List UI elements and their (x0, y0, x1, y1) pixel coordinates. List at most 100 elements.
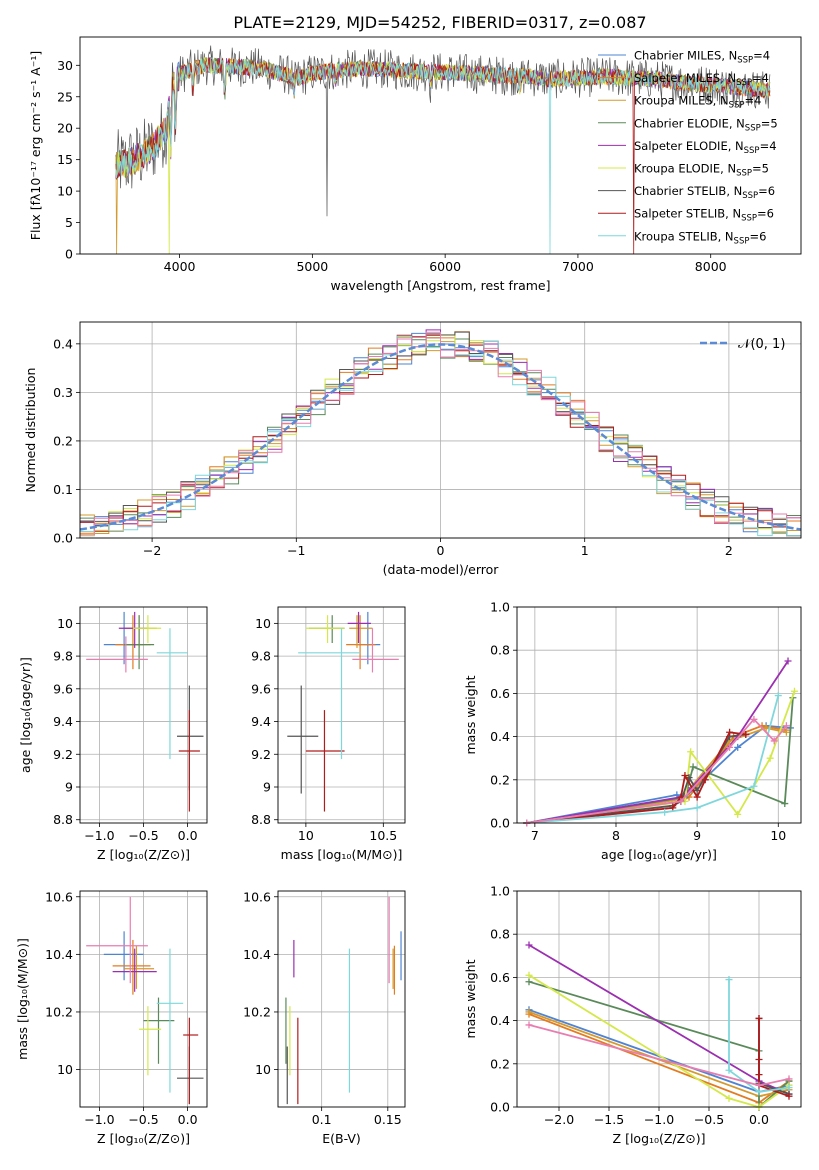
x-tick-label: 7000 (562, 259, 594, 274)
y-tick-label: 15 (57, 152, 73, 167)
weight-marker (734, 810, 742, 818)
panel-weight_vs_Z: −2.0 −1.5 −1.0 −0.5 0.0 0.0 0.2 0.4 0.6 0.8 1.0 Z [… (463, 884, 802, 1146)
panel-mass_vs_Z: −1.0 −0.5 0.0 10 10.2 10.4 10.6 Z [log₁₀(Z/Z⊙)]… (15, 889, 208, 1146)
y-tick-label: 10 (255, 1062, 271, 1077)
x-tick-label: −0.5 (694, 1112, 724, 1127)
weight-marker (782, 728, 790, 736)
y-axis-label: age [log₁₀(age/yr)] (18, 657, 33, 773)
x-axis-label: mass [log₁₀(M/M⊙)] (281, 847, 403, 862)
x-axis-label: wavelength [Angstrom, rest frame] (330, 278, 550, 293)
weight-marker (687, 748, 695, 756)
y-tick-label: 8.8 (251, 812, 271, 827)
x-tick-label: 10 (770, 828, 786, 843)
weight-marker (755, 1014, 763, 1022)
x-tick-label: 10.5 (369, 828, 397, 843)
weight-marker (681, 771, 689, 779)
weight-marker (693, 804, 701, 812)
weight-marker (725, 1066, 733, 1074)
y-tick-label: 9 (263, 780, 271, 795)
x-tick-label: −1 (287, 543, 305, 558)
x-tick-label: 2 (725, 543, 733, 558)
y-tick-label: 10 (57, 1062, 73, 1077)
weight-marker (734, 743, 742, 751)
y-tick-label: 0 (65, 247, 73, 262)
weight-marker (766, 754, 774, 762)
x-tick-label: 1 (581, 543, 589, 558)
y-tick-label: 10.2 (243, 1004, 271, 1019)
x-tick-label: −1.0 (84, 828, 114, 843)
weight-marker (785, 1092, 793, 1100)
y-tick-label: 9.4 (251, 714, 271, 729)
weight-marker (677, 797, 685, 805)
axes-frame (79, 890, 208, 1108)
weight-marker (750, 715, 758, 723)
y-tick-label: 0.4 (53, 336, 73, 351)
weight-marker (525, 978, 533, 986)
y-tick-label: 8.8 (53, 812, 73, 827)
x-tick-label: 8 (612, 828, 620, 843)
normal-curve (79, 343, 802, 531)
y-tick-label: 9.8 (251, 649, 271, 664)
x-tick-label: −1.0 (84, 1112, 114, 1127)
weight-marker (525, 971, 533, 979)
x-tick-label: 4000 (164, 259, 196, 274)
y-tick-label: 0.2 (490, 772, 510, 787)
y-tick-label: 0.3 (53, 385, 73, 400)
y-tick-label: 0.8 (490, 643, 510, 658)
y-tick-label: 10.4 (45, 947, 73, 962)
y-tick-label: 9.8 (53, 649, 73, 664)
y-tick-label: 0.8 (490, 927, 510, 942)
weight-marker (701, 776, 709, 784)
y-tick-label: 1.0 (490, 600, 510, 615)
y-axis-label: mass [log₁₀(M/M⊙)] (15, 938, 30, 1060)
x-tick-label: 0.0 (749, 1112, 769, 1127)
y-tick-label: 0.4 (490, 729, 510, 744)
y-tick-label: 0.0 (490, 1100, 510, 1115)
y-axis-label: Normed distribution (23, 368, 38, 493)
axes-frame (79, 606, 208, 824)
y-axis-label: mass weight (463, 675, 478, 754)
x-tick-label: 0 (437, 543, 445, 558)
weight-marker (782, 722, 790, 730)
weight-marker (755, 1071, 763, 1079)
histogram-step (80, 331, 801, 536)
x-axis-label: Z [log₁₀(Z/Z⊙)] (97, 847, 190, 862)
legend-label: Salpeter ELODIE, NSSP=4 (634, 139, 777, 156)
legend-label: Chabrier ELODIE, NSSP=5 (634, 116, 778, 133)
panel-residuals: −2 −1 0 1 2 0.0 0.1 0.2 0.3 0.4 (data-model)/error… (23, 321, 802, 577)
y-tick-label: 10.6 (45, 889, 73, 904)
x-tick-label: 0.0 (178, 1112, 198, 1127)
weight-marker (755, 1081, 763, 1089)
legend-label: Kroupa MILES, NSSP=4 (634, 94, 761, 111)
weight-marker (784, 657, 792, 665)
axes-frame (516, 890, 802, 1108)
axes-frame (277, 606, 406, 824)
weight-marker (726, 743, 734, 751)
weight-marker (725, 976, 733, 984)
x-tick-label: 8000 (695, 259, 727, 274)
figure-title: PLATE=2129, MJD=54252, FIBERID=0317, z=0… (233, 13, 646, 32)
x-tick-label: 0.15 (374, 1112, 402, 1127)
y-tick-label: 0.4 (490, 1013, 510, 1028)
weight-marker (726, 728, 734, 736)
x-tick-label: 5000 (296, 259, 328, 274)
y-tick-label: 0.6 (490, 970, 510, 985)
x-tick-label: −1.0 (644, 1112, 674, 1127)
weight-marker (770, 737, 778, 745)
y-tick-label: 9.2 (251, 747, 271, 762)
y-tick-label: 10.2 (45, 1004, 73, 1019)
y-tick-label: 9.6 (251, 681, 271, 696)
y-tick-label: 10 (57, 184, 73, 199)
panel-age_vs_Z: −1.0 −0.5 0.0 8.8 9 9.2 9.4 9.6 9.8 10 Z [log₁₀(Z/… (18, 606, 208, 862)
weight-marker (725, 1094, 733, 1102)
y-tick-label: 9 (65, 780, 73, 795)
y-tick-label: 1.0 (490, 884, 510, 899)
legend-label: Chabrier STELIB, NSSP=6 (634, 184, 775, 201)
y-tick-label: 0.0 (490, 816, 510, 831)
legend-label: Kroupa STELIB, NSSP=6 (634, 229, 766, 246)
y-tick-label: 0.0 (53, 531, 73, 546)
weight-marker (774, 692, 782, 700)
x-tick-label: −2 (143, 543, 161, 558)
x-tick-label: −0.5 (128, 1112, 158, 1127)
y-tick-label: 9.6 (53, 681, 73, 696)
